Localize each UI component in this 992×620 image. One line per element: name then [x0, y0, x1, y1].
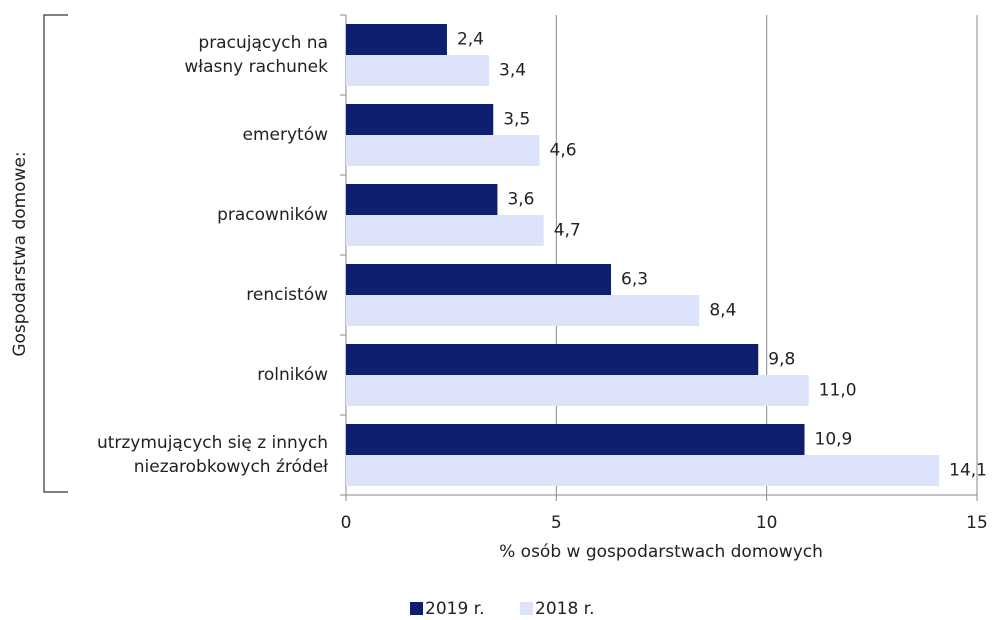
value-label: 6,3	[621, 270, 648, 290]
y-tick-label: utrzymujących się z innych niezarobkowyc…	[96, 433, 328, 477]
bar	[346, 215, 544, 246]
value-label: 2,4	[457, 30, 484, 50]
y-tick-label: rencistów	[246, 285, 328, 305]
x-tick-label: 15	[966, 513, 988, 533]
y-axis-label: Gospodarstwa domowe:	[10, 151, 30, 356]
value-label: 10,9	[815, 430, 853, 450]
value-label: 3,6	[507, 190, 534, 210]
legend-label: 2018 r.	[535, 599, 595, 619]
x-tick-label: 10	[756, 513, 778, 533]
bar	[346, 375, 809, 406]
bar	[346, 424, 805, 455]
bar	[346, 55, 490, 86]
legend-swatch	[410, 602, 423, 615]
x-axis-label: % osób w gospodarstwach domowych	[499, 542, 823, 562]
y-tick-label: pracujących na własny rachunek	[184, 33, 328, 77]
bar	[346, 455, 940, 486]
value-label: 4,7	[554, 221, 581, 241]
value-label: 14,1	[949, 461, 987, 481]
value-label: 11,0	[819, 381, 857, 401]
y-tick-label: pracowników	[217, 205, 328, 225]
value-label: 3,5	[503, 110, 530, 130]
legend-label: 2019 r.	[425, 599, 485, 619]
bracket	[43, 14, 68, 493]
x-tick-label: 0	[341, 513, 352, 533]
value-label: 8,4	[709, 301, 736, 321]
x-tick-label: 5	[551, 513, 562, 533]
value-label: 4,6	[550, 141, 577, 161]
y-tick-label: rolników	[257, 365, 328, 385]
legend-swatch	[520, 602, 533, 615]
y-tick-label: emerytów	[242, 125, 329, 145]
bar	[346, 24, 447, 55]
bar	[346, 104, 494, 135]
value-label: 3,4	[499, 61, 526, 81]
bar	[346, 295, 700, 326]
bar	[346, 344, 759, 375]
bar	[346, 264, 612, 295]
bar	[346, 184, 498, 215]
bar	[346, 135, 540, 166]
value-label: 9,8	[768, 350, 795, 370]
